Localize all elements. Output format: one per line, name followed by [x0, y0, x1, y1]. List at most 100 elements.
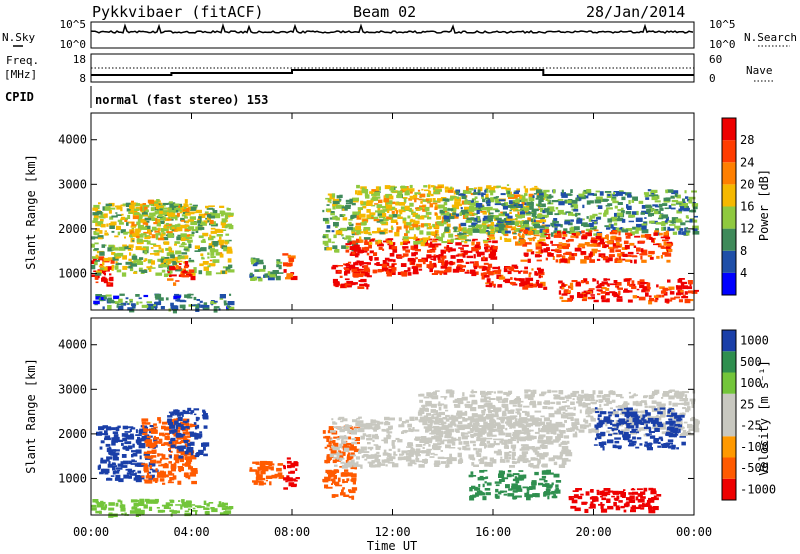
scatter-cell [364, 241, 372, 245]
scatter-cell [175, 446, 178, 449]
scatter-cell [528, 231, 534, 235]
scatter-cell [401, 422, 404, 426]
scatter-cell [510, 436, 517, 440]
scatter-cell [644, 193, 649, 198]
scatter-cell [219, 205, 225, 208]
scatter-cell [461, 240, 464, 243]
scatter-cell [194, 245, 200, 249]
scatter-cell [419, 238, 422, 241]
scatter-cell [184, 216, 188, 219]
scatter-cell [689, 209, 694, 213]
scatter-cell [681, 296, 689, 299]
scatter-cell [414, 220, 420, 225]
scatter-cell [203, 413, 208, 417]
scatter-cell [416, 227, 420, 231]
scatter-cell [400, 186, 407, 189]
scatter-cell [144, 206, 148, 211]
scatter-cell [150, 207, 155, 212]
scatter-cell [175, 217, 178, 221]
scatter-cell [161, 454, 166, 459]
scatter-cell [629, 417, 635, 422]
scatter-cell [378, 199, 383, 204]
scatter-cell [601, 237, 608, 240]
scatter-cell [249, 469, 256, 472]
scatter-cell [625, 211, 632, 215]
scatter-cell [398, 456, 406, 461]
scatter-cell [604, 278, 611, 281]
scatter-cell [212, 249, 219, 253]
scatter-cell [344, 447, 350, 452]
scatter-cell [409, 195, 414, 200]
scatter-cell [562, 231, 567, 235]
scatter-cell [159, 210, 163, 214]
scatter-cell [503, 439, 510, 442]
scatter-cell [409, 202, 414, 207]
scatter-cell [170, 305, 177, 309]
scatter-cell [675, 285, 678, 288]
scatter-cell [542, 222, 545, 224]
scatter-cell [638, 200, 644, 204]
scatter-cell [172, 473, 175, 476]
scatter-cell [652, 204, 658, 207]
scatter-cell [415, 207, 420, 210]
scatter-cell [533, 390, 537, 394]
scatter-cell [138, 297, 142, 300]
scatter-cell [450, 196, 457, 198]
scatter-cell [458, 223, 462, 228]
scatter-cell [150, 474, 155, 478]
scatter-cell [526, 434, 531, 439]
scatter-cell [120, 507, 126, 512]
scatter-cell [596, 289, 602, 292]
scatter-cell [528, 277, 534, 282]
scatter-cell [358, 260, 364, 265]
scatter-cell [179, 458, 184, 463]
scatter-cell [631, 286, 637, 290]
scatter-cell [355, 456, 360, 460]
scatter-cell [663, 391, 670, 394]
scatter-cell [476, 241, 481, 246]
scatter-cell [105, 203, 112, 207]
scatter-cell [678, 292, 684, 295]
scatter-cell [259, 464, 266, 467]
scatter-cell [186, 500, 192, 505]
scatter-cell [502, 398, 506, 402]
scatter-cell [534, 431, 540, 434]
scatter-cell [608, 254, 615, 258]
scatter-cell [675, 218, 682, 223]
scatter-cell [199, 300, 203, 303]
scatter-cell [252, 276, 258, 281]
scatter-cell [130, 499, 138, 503]
scatter-cell [251, 261, 255, 265]
scatter-cell [648, 220, 655, 224]
scatter-cell [538, 249, 543, 254]
scatter-cell [664, 298, 670, 303]
scatter-cell [575, 234, 579, 239]
scatter-cell [530, 435, 537, 440]
scatter-cell [157, 453, 164, 456]
scatter-cell [425, 437, 433, 442]
scatter-cell [357, 427, 365, 432]
scatter-cell [558, 242, 563, 244]
scatter-cell [500, 417, 503, 422]
scatter-cell [145, 443, 152, 447]
scatter-cell [329, 194, 335, 199]
scatter-cell [517, 233, 521, 236]
scatter-cell [608, 390, 616, 395]
scatter-cell [340, 420, 344, 423]
scatter-cell [585, 415, 593, 418]
scatter-cell [167, 470, 172, 475]
scatter-cell [612, 193, 618, 197]
scatter-cell [417, 241, 424, 245]
scatter-cell [404, 233, 408, 237]
scatter-cell [474, 200, 479, 203]
scatter-cell [524, 253, 529, 257]
scatter-cell [486, 249, 492, 252]
scatter-cell [485, 282, 492, 284]
scatter-cell [583, 293, 588, 297]
scatter-cell [532, 403, 537, 408]
scatter-cell [604, 191, 612, 193]
scatter-cell [126, 222, 129, 226]
scatter-cell [444, 396, 447, 400]
scatter-cell [536, 452, 542, 457]
scatter-cell [504, 455, 509, 460]
